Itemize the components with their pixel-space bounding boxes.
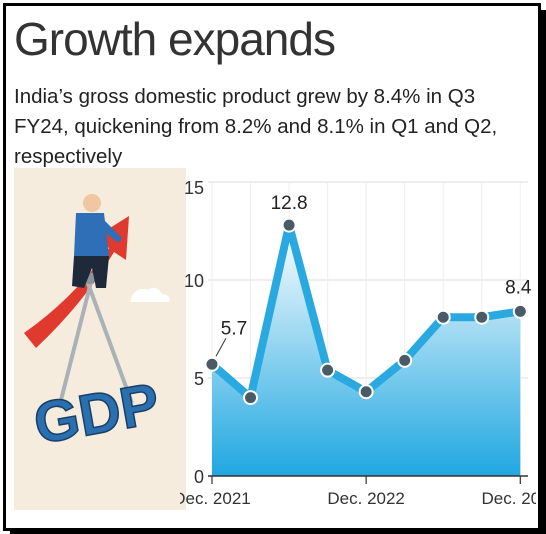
x-tick-label: Dec. 2022 <box>327 489 405 508</box>
data-label: 12.8 <box>271 193 308 214</box>
y-tick-label: 0 <box>194 467 204 487</box>
data-point <box>358 384 374 400</box>
data-point <box>435 309 451 325</box>
person-shirt <box>74 213 109 256</box>
frame-shadow-bottom <box>10 529 546 534</box>
data-label-leader <box>215 338 227 357</box>
data-point <box>474 309 490 325</box>
data-point <box>512 303 528 319</box>
gdp-line-chart: 0 5 10 15 Dec. 2021 Dec. 2022 Dec. 2023 5.7 12.… <box>180 178 536 508</box>
y-tick-label: 5 <box>194 369 204 389</box>
compass-leg-right <box>84 277 134 404</box>
person-trousers <box>72 256 109 288</box>
compass-leg-left <box>57 277 94 409</box>
y-tick-label: 10 <box>184 271 204 291</box>
data-point <box>281 217 297 233</box>
data-label: 5.7 <box>221 318 247 339</box>
frame-shadow-right <box>541 10 546 534</box>
data-point <box>320 362 336 378</box>
data-point <box>243 390 259 406</box>
growth-arrow <box>24 216 129 348</box>
x-tick-label: Dec. 2021 <box>180 489 251 508</box>
chart-title: Growth expands <box>14 13 336 65</box>
data-label: 8.4 <box>505 277 532 298</box>
cloud-shape <box>130 287 170 302</box>
area-fill <box>212 225 521 476</box>
x-tick-label: Dec. 2023 <box>482 489 536 508</box>
data-point <box>204 356 220 372</box>
data-point <box>397 352 413 368</box>
person-arm <box>100 220 122 243</box>
chart-subtitle: India’s gross domestic product grew by 8… <box>14 85 498 168</box>
y-tick-label: 15 <box>184 178 204 198</box>
person-head <box>83 194 101 212</box>
gdp-illustration: GDP <box>14 168 186 510</box>
